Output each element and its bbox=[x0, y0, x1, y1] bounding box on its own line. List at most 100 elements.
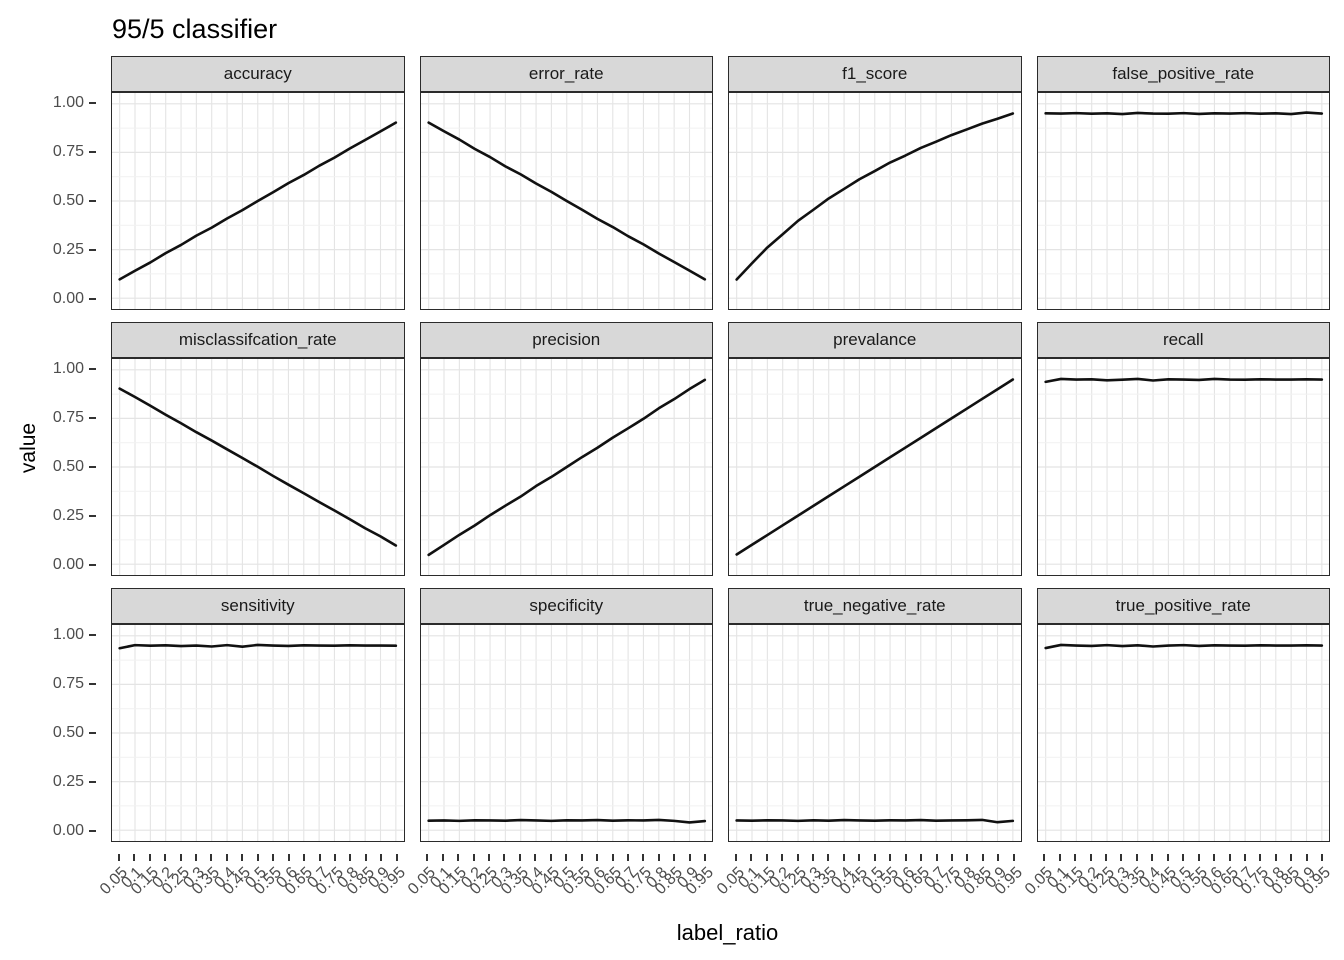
x-tick-mark bbox=[889, 854, 892, 861]
x-tick-mark bbox=[349, 854, 352, 861]
facet-strip: accuracy bbox=[111, 56, 405, 92]
panel-plot bbox=[1038, 93, 1330, 309]
metric-line bbox=[737, 380, 1013, 555]
facet-panel-true_negative_rate: true_negative_rate bbox=[728, 588, 1022, 842]
x-tick-mark bbox=[873, 854, 876, 861]
facet-label: prevalance bbox=[833, 330, 917, 349]
x-tick-mark bbox=[148, 854, 151, 861]
y-tick-label: 1.00 bbox=[52, 93, 84, 111]
x-tick-mark bbox=[179, 854, 182, 861]
x-tick-mark bbox=[333, 854, 336, 861]
x-axis-area: 0.05 0.1 0.15 0.2 0.25 0.3 0.35 0.4 0.45 0.5 0.55 0… bbox=[1022, 854, 1334, 918]
panel-plot bbox=[729, 359, 1021, 575]
x-tick-mark bbox=[426, 854, 429, 861]
y-tick-label: 1.00 bbox=[52, 359, 84, 377]
x-tick-mark bbox=[225, 854, 228, 861]
y-tick-mark bbox=[89, 249, 96, 252]
axis-strip-spacer bbox=[2, 322, 96, 358]
y-tick-label: 0.25 bbox=[52, 507, 84, 525]
x-tick-mark bbox=[796, 854, 799, 861]
x-tick-mark bbox=[627, 854, 630, 861]
x-tick-mark bbox=[441, 854, 444, 861]
facet-label: recall bbox=[1162, 330, 1204, 349]
x-tick-mark bbox=[1259, 854, 1262, 861]
facet-panel-precision: precision bbox=[419, 322, 713, 576]
facet-label: precision bbox=[532, 330, 601, 349]
y-tick-mark bbox=[89, 682, 96, 685]
x-tick-mark bbox=[272, 854, 275, 861]
metric-line bbox=[428, 380, 704, 555]
y-axis-area: 1.00 0.75 0.50 0.25 0.00 bbox=[2, 92, 96, 310]
x-tick-mark bbox=[457, 854, 460, 861]
x-tick-mark bbox=[503, 854, 506, 861]
x-tick-mark bbox=[611, 854, 614, 861]
x-axis-area: 0.05 0.1 0.15 0.2 0.25 0.3 0.35 0.4 0.45 0.5 0.55 0… bbox=[405, 854, 717, 918]
y-axis-area: 1.00 0.75 0.50 0.25 0.00 bbox=[2, 624, 96, 842]
y-tick-mark bbox=[89, 515, 96, 518]
facet-grid: 1.00 0.75 0.50 0.25 0.00 accuracy error_rate f1… bbox=[2, 56, 1334, 918]
x-tick-mark bbox=[580, 854, 583, 861]
x-tick-mark bbox=[842, 854, 845, 861]
facet-panel-f1_score: f1_score bbox=[728, 56, 1022, 310]
x-tick-mark bbox=[241, 854, 244, 861]
panel-plot-area bbox=[111, 358, 405, 576]
x-tick-mark bbox=[1135, 854, 1138, 861]
y-axis-gutter: 1.00 0.75 0.50 0.25 0.00 bbox=[2, 56, 96, 310]
x-tick-mark bbox=[966, 854, 969, 861]
y-tick-mark bbox=[89, 781, 96, 784]
x-tick-mark bbox=[318, 854, 321, 861]
x-tick-mark bbox=[673, 854, 676, 861]
facet-label: false_positive_rate bbox=[1112, 64, 1255, 83]
x-tick-mark bbox=[1120, 854, 1123, 861]
x-tick-mark bbox=[950, 854, 953, 861]
x-tick-mark bbox=[811, 854, 814, 861]
x-tick-mark bbox=[657, 854, 660, 861]
x-tick-mark bbox=[997, 854, 1000, 861]
y-tick-label: 0.50 bbox=[52, 458, 84, 475]
x-tick-mark bbox=[1043, 854, 1046, 861]
x-tick-mark bbox=[1290, 854, 1293, 861]
x-tick-mark bbox=[1151, 854, 1154, 861]
facet-panel-misclassifcation_rate: misclassifcation_rate bbox=[111, 322, 405, 576]
x-tick-mark bbox=[1012, 854, 1015, 861]
x-tick-mark bbox=[781, 854, 784, 861]
y-tick-label: 0.75 bbox=[52, 674, 84, 692]
y-tick-mark bbox=[89, 633, 96, 636]
metric-line bbox=[120, 645, 396, 648]
x-tick-mark bbox=[1197, 854, 1200, 861]
panel-plot-area bbox=[728, 358, 1022, 576]
y-tick-mark bbox=[89, 564, 96, 567]
facet-strip: prevalance bbox=[728, 322, 1022, 358]
x-tick-mark bbox=[287, 854, 290, 861]
facet-strip: true_negative_rate bbox=[728, 588, 1022, 624]
x-tick-mark bbox=[750, 854, 753, 861]
x-tick-mark bbox=[549, 854, 552, 861]
x-tick-mark bbox=[642, 854, 645, 861]
panel-plot-area bbox=[111, 624, 405, 842]
metric-line bbox=[120, 123, 396, 280]
y-tick-mark bbox=[89, 367, 96, 370]
axis-strip-spacer bbox=[2, 56, 96, 92]
y-tick-label: 0.00 bbox=[52, 556, 84, 574]
facet-strip: specificity bbox=[419, 588, 713, 624]
y-tick-mark bbox=[89, 416, 96, 419]
facet-strip: true_positive_rate bbox=[1036, 588, 1330, 624]
metric-line bbox=[737, 820, 1013, 822]
x-tick-mark bbox=[194, 854, 197, 861]
x-tick-mark bbox=[688, 854, 691, 861]
facet-panel-accuracy: accuracy bbox=[111, 56, 405, 310]
metric-line bbox=[428, 820, 704, 823]
x-tick-mark bbox=[364, 854, 367, 861]
facet-label: error_rate bbox=[528, 64, 604, 83]
y-tick-label: 0.50 bbox=[52, 724, 84, 741]
facet-strip: false_positive_rate bbox=[1036, 56, 1330, 92]
facet-label: accuracy bbox=[223, 64, 292, 83]
y-tick-mark bbox=[89, 150, 96, 153]
facet-strip: f1_score bbox=[728, 56, 1022, 92]
panel-plot bbox=[421, 359, 713, 575]
facet-panel-specificity: specificity bbox=[419, 588, 713, 842]
x-axis-area: 0.05 0.1 0.15 0.2 0.25 0.3 0.35 0.4 0.45 0.5 0.55 0… bbox=[97, 854, 409, 918]
y-tick-mark bbox=[89, 830, 96, 833]
x-tick-mark bbox=[1305, 854, 1308, 861]
y-tick-mark bbox=[89, 466, 96, 468]
